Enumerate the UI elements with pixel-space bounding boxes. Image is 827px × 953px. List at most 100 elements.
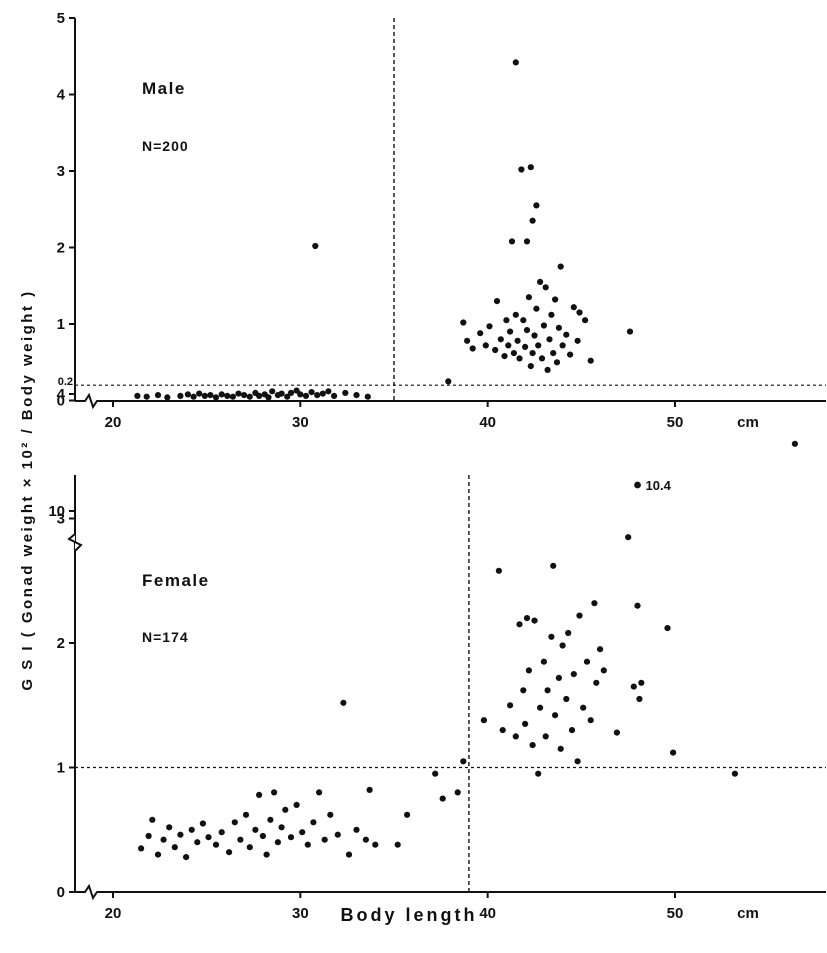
female-data-point [531, 618, 537, 624]
male-data-point [552, 296, 558, 302]
male-y-tick-label: 4 [57, 87, 66, 104]
male-data-point [550, 350, 556, 356]
female-data-point [634, 603, 640, 609]
female-data-point [732, 771, 738, 777]
male-data-point [531, 332, 537, 338]
male-data-point [486, 323, 492, 329]
male-data-point [342, 390, 348, 396]
male-data-point [513, 312, 519, 318]
male-data-point [464, 338, 470, 344]
female-data-point [247, 844, 253, 850]
male-data-point [524, 327, 530, 333]
female-y-tick-label: 4 [57, 386, 66, 403]
male-data-point [627, 329, 633, 335]
female-data-point [513, 733, 519, 739]
female-panel-label: Female [142, 571, 210, 590]
male-data-point [470, 345, 476, 351]
male-data-point [247, 394, 253, 400]
male-data-point [483, 342, 489, 348]
female-data-point [496, 568, 502, 574]
female-data-point [327, 812, 333, 818]
female-data-point [226, 849, 232, 855]
female-data-point [576, 613, 582, 619]
male-data-point [235, 391, 241, 397]
male-data-point [588, 358, 594, 364]
male-data-point [460, 319, 466, 325]
male-data-point [516, 355, 522, 361]
female-data-point [580, 705, 586, 711]
male-data-point [230, 394, 236, 400]
female-data-point [205, 834, 211, 840]
female-data-point [548, 634, 554, 640]
female-data-point [264, 852, 270, 858]
male-data-point [575, 338, 581, 344]
female-data-point [316, 789, 322, 795]
female-x-tick-label: 40 [479, 905, 496, 922]
female-data-point [183, 854, 189, 860]
male-data-point [576, 309, 582, 315]
male-y-tick-label: 5 [57, 10, 65, 27]
female-y-tick-label: 1 [57, 760, 65, 777]
male-data-point [207, 392, 213, 398]
male-data-point [563, 332, 569, 338]
female-data-point [670, 750, 676, 756]
female-x-unit-label: cm [737, 905, 759, 922]
male-data-point [241, 392, 247, 398]
male-data-point [134, 393, 140, 399]
male-points [134, 59, 633, 400]
female-data-point [545, 687, 551, 693]
male-data-point [556, 325, 562, 331]
male-data-point [279, 391, 285, 397]
male-data-point [511, 350, 517, 356]
male-data-point [498, 336, 504, 342]
male-x-unit-label: cm [737, 414, 759, 431]
male-data-point [288, 390, 294, 396]
female-data-point [149, 817, 155, 823]
female-data-point [460, 758, 466, 764]
female-data-point [614, 730, 620, 736]
female-data-point [432, 771, 438, 777]
female-data-point [335, 832, 341, 838]
male-data-point [546, 336, 552, 342]
female-data-point [310, 819, 316, 825]
female-x-tick-label: 20 [105, 905, 122, 922]
male-data-point [164, 394, 170, 400]
female-data-point [346, 852, 352, 858]
y-axis-label: G S I ( Gonad weight × 10² / Body weight… [19, 289, 36, 690]
male-data-point [537, 279, 543, 285]
male-data-point [518, 166, 524, 172]
female-outlier-point [634, 482, 641, 489]
female-data-point [593, 680, 599, 686]
male-panel-label: Male [142, 79, 186, 98]
female-data-point [372, 842, 378, 848]
female-data-point [294, 802, 300, 808]
female-data-point [625, 534, 631, 540]
female-data-point [260, 833, 266, 839]
female-data-point [271, 789, 277, 795]
male-data-point [513, 59, 519, 65]
male-data-point [494, 298, 500, 304]
female-data-point [243, 812, 249, 818]
male-data-point [185, 391, 191, 397]
female-x-tick-label: 50 [667, 905, 684, 922]
female-data-point [563, 696, 569, 702]
female-data-point [237, 837, 243, 843]
male-data-point [144, 394, 150, 400]
female-data-point [636, 696, 642, 702]
male-data-point [155, 392, 161, 398]
male-data-point [353, 392, 359, 398]
male-data-point [533, 202, 539, 208]
male-data-point [213, 394, 219, 400]
male-data-point [515, 338, 521, 344]
male-data-point [524, 238, 530, 244]
male-x-tick-label: 50 [667, 414, 684, 431]
male-data-point [522, 344, 528, 350]
female-data-point [565, 630, 571, 636]
male-data-point [312, 243, 318, 249]
male-data-point [535, 342, 541, 348]
female-y-tick-label: 10 [48, 503, 65, 520]
female-y-axis-break [69, 534, 81, 551]
male-x-tick-label: 40 [479, 414, 496, 431]
female-data-point [455, 789, 461, 795]
female-data-point [526, 667, 532, 673]
